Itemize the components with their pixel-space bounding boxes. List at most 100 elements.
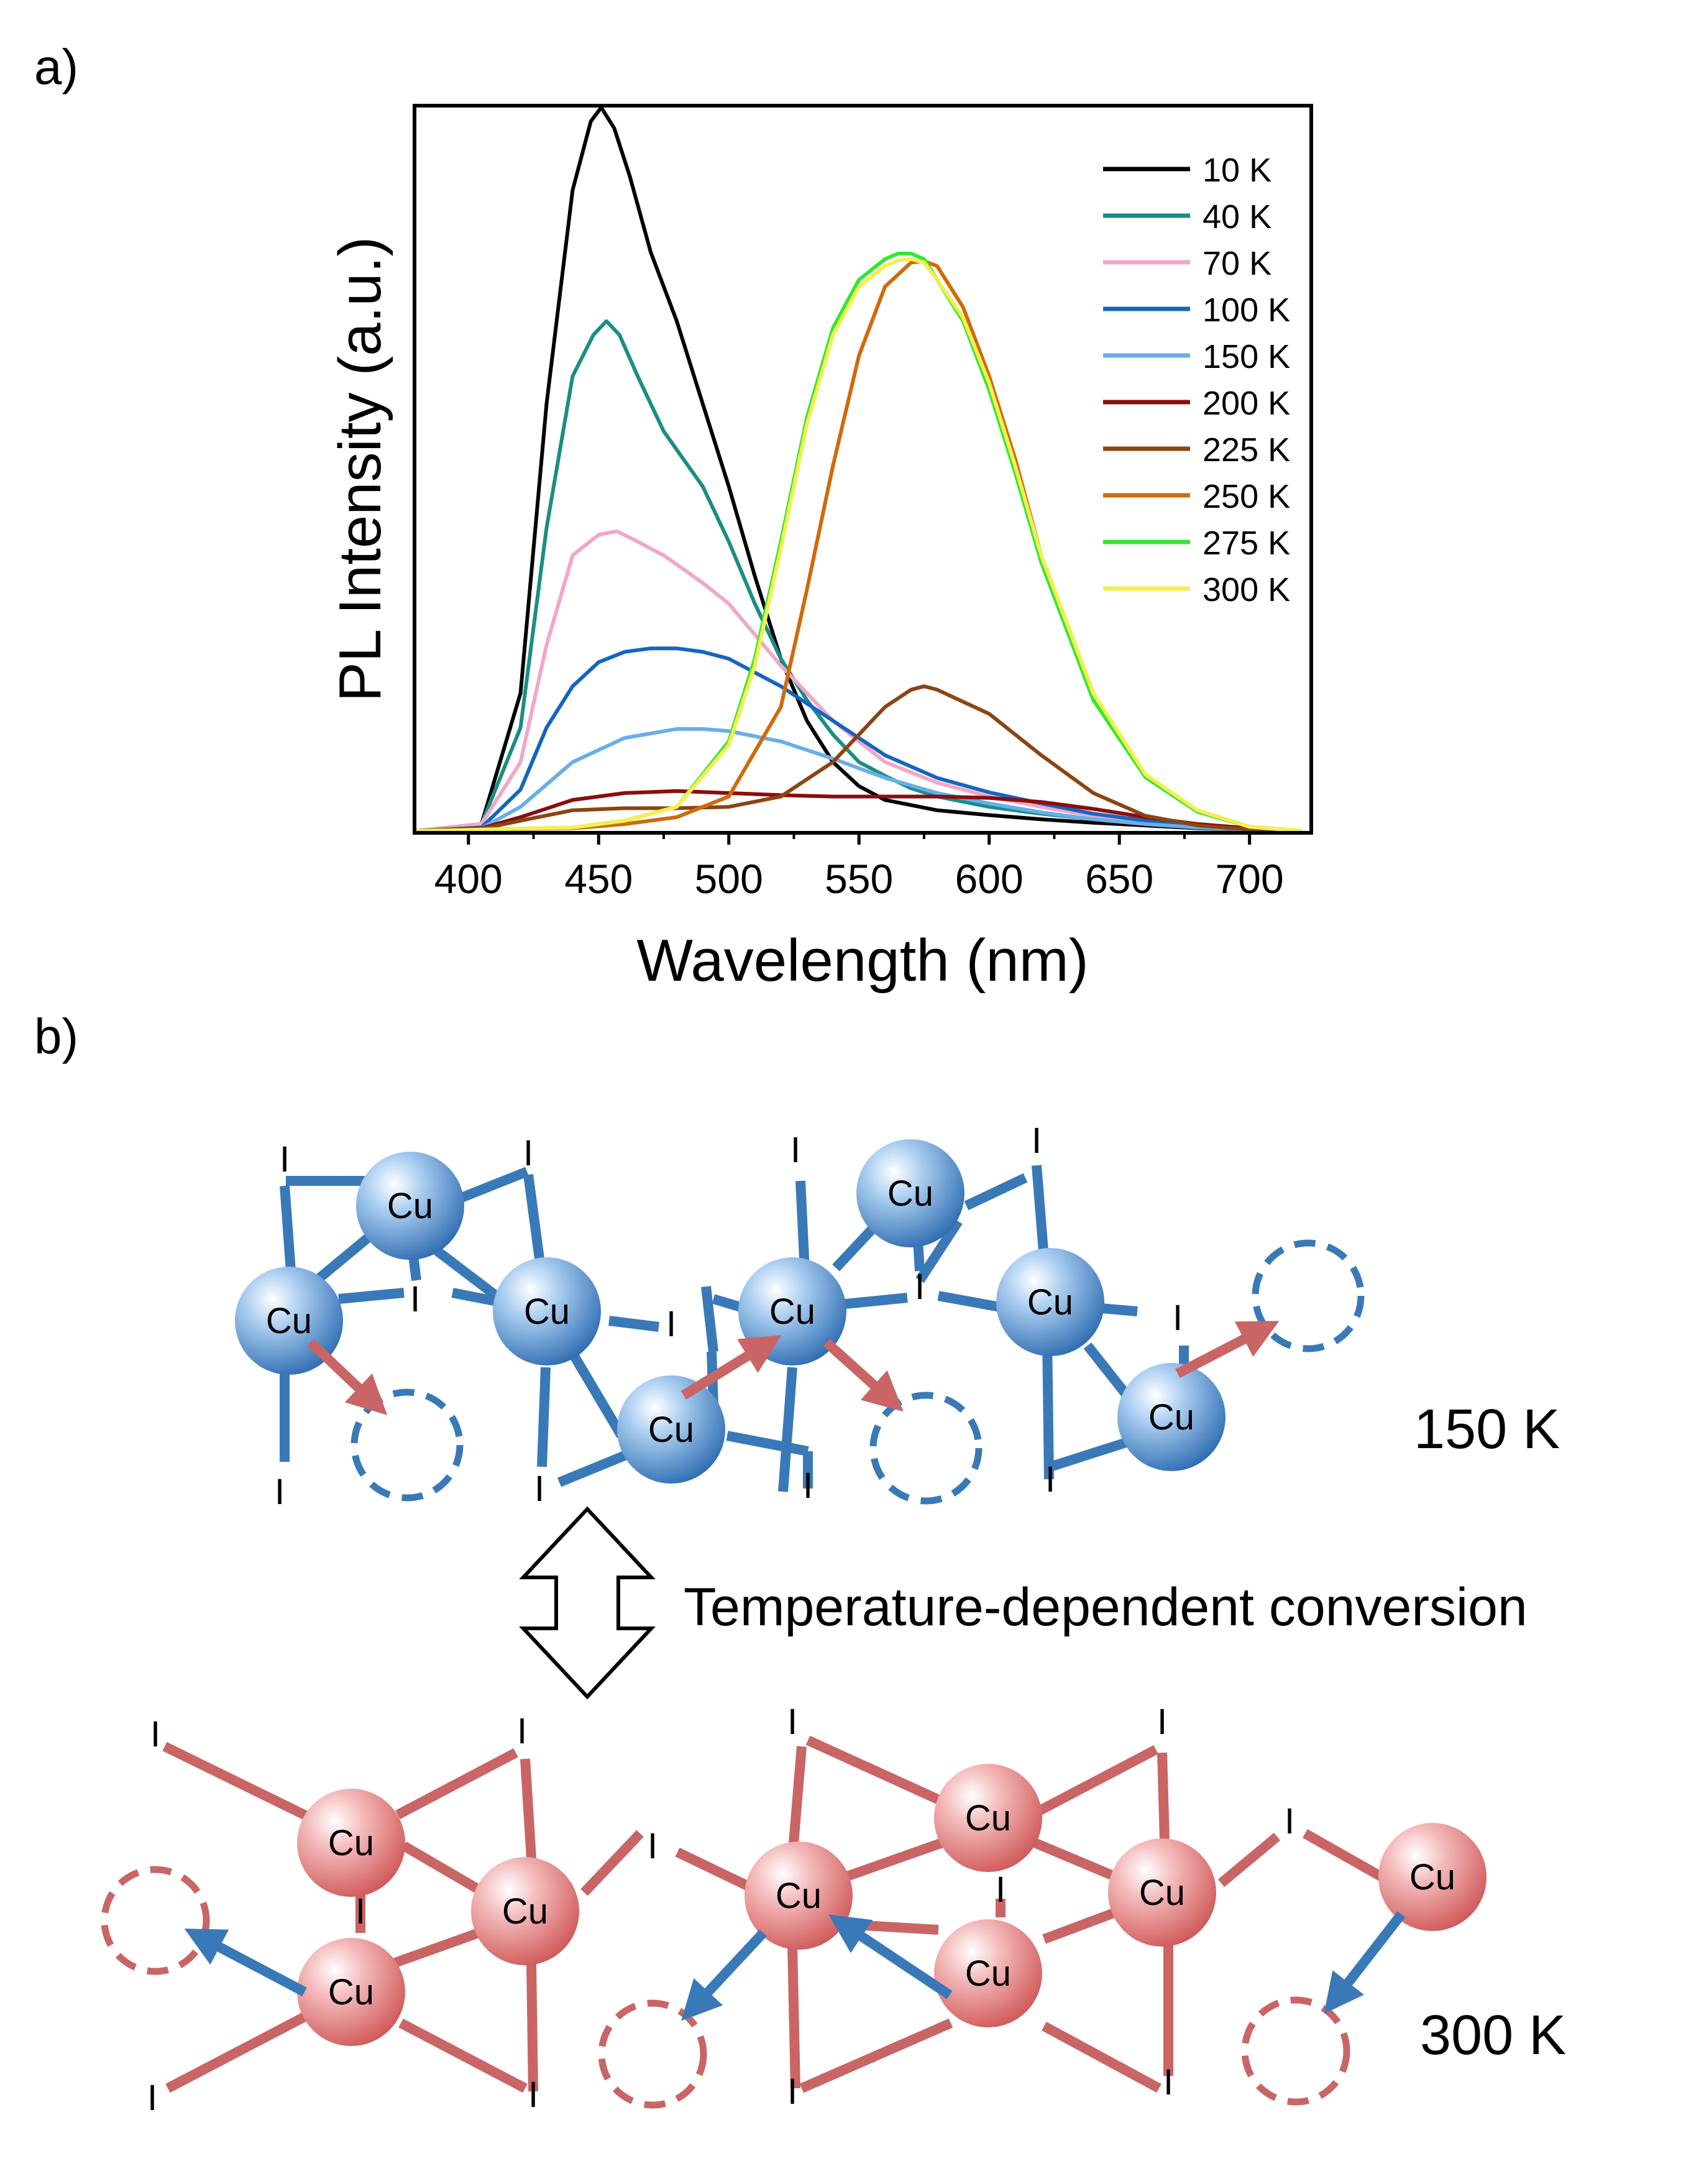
cu-atoms-300k: Cu Cu Cu Cu Cu Cu Cu Cu xyxy=(297,1764,1487,2046)
svg-text:Cu: Cu xyxy=(887,1173,933,1214)
x-tick-label: 400 xyxy=(434,856,503,902)
legend-label: 225 K xyxy=(1203,431,1290,469)
cu-atom: Cu xyxy=(856,1139,964,1247)
legend-label: 275 K xyxy=(1203,525,1290,562)
iodide-label: I xyxy=(803,1466,813,1506)
migration-arrows-150k xyxy=(307,1321,1280,1416)
svg-text:Cu: Cu xyxy=(266,1301,312,1341)
double-arrow-icon xyxy=(519,1506,656,1700)
series-line-300k xyxy=(416,257,1302,833)
cu-atom: Cu xyxy=(471,1857,579,1965)
cu-atom: Cu xyxy=(493,1257,601,1365)
iodide-label: I xyxy=(147,2078,157,2118)
cu-atom: Cu xyxy=(934,1764,1042,1872)
svg-text:Cu: Cu xyxy=(328,1972,374,2012)
iodide-label: I xyxy=(355,1891,365,1932)
iodide-label: I xyxy=(517,1711,527,1751)
iodide-label: I xyxy=(790,1130,800,1170)
legend-label: 300 K xyxy=(1203,571,1290,608)
iodide-labels-300k: I I I I I I I I I I I I xyxy=(147,1702,1294,2118)
iodide-label: I xyxy=(648,1826,657,1866)
svg-text:Cu: Cu xyxy=(328,1823,374,1863)
x-tick-label: 500 xyxy=(695,856,763,902)
iodide-label: I xyxy=(275,1472,285,1512)
plot-frame xyxy=(413,104,1313,835)
iodide-label: I xyxy=(666,1304,676,1344)
cu-atom: Cu xyxy=(297,1938,405,2046)
state-label-150k: 150 K xyxy=(1414,1398,1560,1461)
iodide-label: I xyxy=(1045,1459,1055,1500)
dashed-vacancies-300k xyxy=(101,1866,1350,2109)
iodide-label: I xyxy=(1285,1801,1294,1842)
iodide-label: I xyxy=(528,2075,538,2115)
cu-atom: Cu xyxy=(1117,1363,1226,1471)
series-line-150k xyxy=(416,727,1302,833)
svg-text:Cu: Cu xyxy=(1139,1873,1185,1913)
x-ticks: 400 450 500 550 600 650 700 xyxy=(434,833,1284,902)
cu-atom: Cu xyxy=(1378,1823,1487,1931)
svg-text:Cu: Cu xyxy=(776,1876,822,1916)
iodide-label: I xyxy=(996,1870,1006,1910)
svg-text:Cu: Cu xyxy=(1027,1282,1073,1323)
conversion-arrow: Temperature-dependent conversion xyxy=(519,1506,1528,1700)
cu-atom: Cu xyxy=(996,1248,1104,1356)
legend-label: 150 K xyxy=(1203,338,1290,375)
iodide-label: I xyxy=(280,1139,290,1180)
iodide-label: I xyxy=(915,1267,925,1307)
series-line-10k xyxy=(416,106,1302,833)
iodide-label: I xyxy=(1157,1702,1167,1742)
iodide-label: I xyxy=(523,1133,533,1173)
panel-a-label: a) xyxy=(34,39,78,94)
vacancy-site xyxy=(1241,1996,1350,2106)
iodide-label: I xyxy=(787,1702,797,1742)
iodide-label: I xyxy=(150,1714,160,1755)
cu-atom: Cu xyxy=(356,1152,464,1260)
iodide-label: I xyxy=(1163,2062,1173,2103)
svg-text:Cu: Cu xyxy=(1148,1397,1194,1438)
vacancy-site xyxy=(869,1392,983,1505)
svg-text:Cu: Cu xyxy=(965,1798,1011,1838)
svg-text:Cu: Cu xyxy=(1409,1857,1455,1897)
cu-atom: Cu xyxy=(744,1842,853,1950)
series-line-225k xyxy=(416,684,1302,833)
x-axis-title: Wavelength (nm) xyxy=(636,927,1088,994)
series-line-250k xyxy=(416,259,1302,833)
vacancy-site xyxy=(598,1999,707,2109)
iodide-label: I xyxy=(1173,1298,1183,1338)
x-tick-label: 550 xyxy=(825,856,893,902)
cu-atom: Cu xyxy=(297,1789,405,1897)
structure-150k: Cu Cu Cu Cu Cu Cu Cu Cu I I I I I I I I … xyxy=(235,1121,1560,1512)
svg-text:Cu: Cu xyxy=(648,1410,694,1450)
vacancy-site xyxy=(350,1388,464,1502)
iodide-label: I xyxy=(534,1469,544,1509)
structure-300k: Cu Cu Cu Cu Cu Cu Cu Cu I I I I I I I I … xyxy=(101,1702,1566,2118)
iodide-label: I xyxy=(410,1279,420,1319)
legend-label: 70 K xyxy=(1203,245,1271,282)
legend-label: 40 K xyxy=(1203,198,1271,236)
cu-atom: Cu xyxy=(934,1919,1042,2027)
cu-atom: Cu xyxy=(1108,1838,1216,1947)
cu-atom: Cu xyxy=(617,1375,725,1484)
legend-label: 100 K xyxy=(1203,291,1290,329)
legend-label: 250 K xyxy=(1203,478,1290,515)
conversion-label: Temperature-dependent conversion xyxy=(684,1577,1528,1637)
migration-arrows-300k xyxy=(184,1911,1406,2021)
iodide-label: I xyxy=(787,2072,797,2112)
svg-text:Cu: Cu xyxy=(965,1953,1011,1994)
legend-label: 200 K xyxy=(1203,385,1290,422)
vacancy-site xyxy=(1252,1239,1365,1352)
legend-label: 10 K xyxy=(1203,152,1271,189)
legend: 10 K 40 K 70 K 100 K 150 K 200 K 225 K 250 K 275… xyxy=(1103,152,1290,608)
cu-atoms-150k: Cu Cu Cu Cu Cu Cu Cu Cu xyxy=(235,1139,1226,1484)
svg-text:Cu: Cu xyxy=(524,1292,570,1332)
vacancy-site xyxy=(101,1866,210,1975)
x-tick-label: 700 xyxy=(1216,856,1284,902)
x-tick-label: 600 xyxy=(955,856,1024,902)
x-tick-label: 450 xyxy=(564,856,633,902)
y-axis-title: PL Intensity (a.u.) xyxy=(327,237,393,702)
state-label-300k: 300 K xyxy=(1420,2004,1566,2067)
series-layer xyxy=(416,106,1302,833)
svg-text:Cu: Cu xyxy=(502,1891,548,1932)
